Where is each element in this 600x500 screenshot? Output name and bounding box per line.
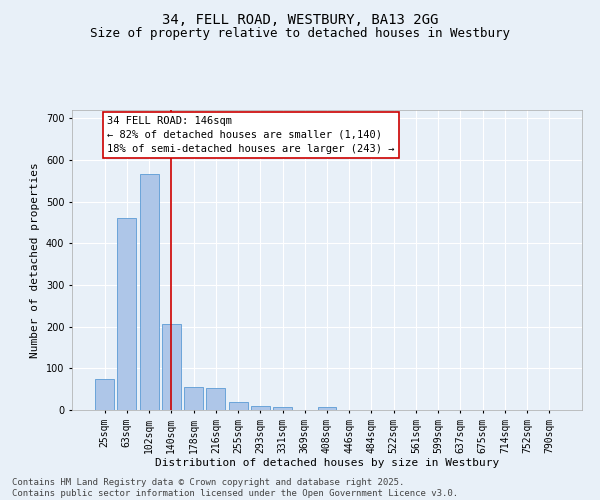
Text: Size of property relative to detached houses in Westbury: Size of property relative to detached ho… [90, 28, 510, 40]
Bar [95, 379, 114, 410]
Bar [162, 324, 181, 410]
Text: 34, FELL ROAD, WESTBURY, BA13 2GG: 34, FELL ROAD, WESTBURY, BA13 2GG [162, 12, 438, 26]
Y-axis label: Number of detached properties: Number of detached properties [31, 162, 40, 358]
Bar [206, 388, 225, 410]
Text: 34 FELL ROAD: 146sqm
← 82% of detached houses are smaller (1,140)
18% of semi-de: 34 FELL ROAD: 146sqm ← 82% of detached h… [107, 116, 394, 154]
X-axis label: Distribution of detached houses by size in Westbury: Distribution of detached houses by size … [155, 458, 499, 468]
Bar [251, 406, 270, 410]
Text: Contains HM Land Registry data © Crown copyright and database right 2025.
Contai: Contains HM Land Registry data © Crown c… [12, 478, 458, 498]
Bar [229, 402, 248, 410]
Bar [118, 218, 136, 410]
Bar [317, 407, 337, 410]
Bar [140, 174, 158, 410]
Bar [273, 407, 292, 410]
Bar [184, 387, 203, 410]
